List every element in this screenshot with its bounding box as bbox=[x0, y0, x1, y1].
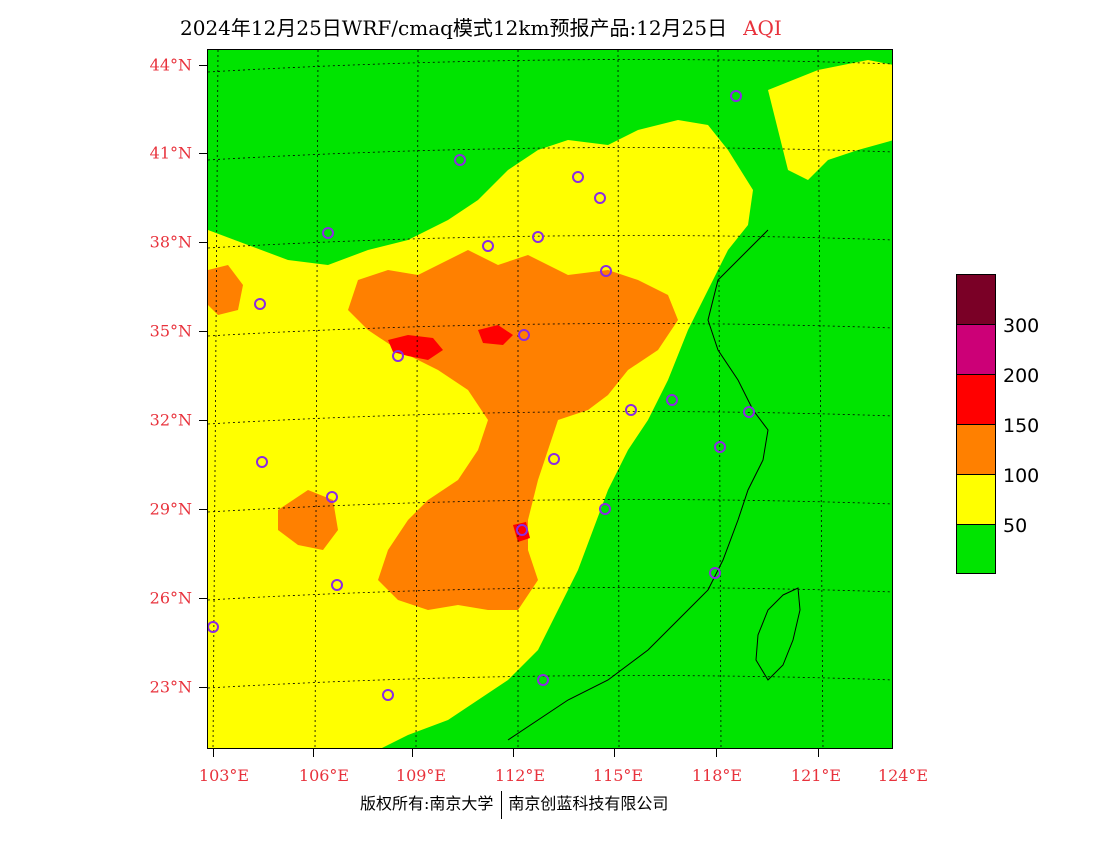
lon-tick bbox=[716, 749, 717, 757]
company-text: 南京创蓝科技有限公司 bbox=[508, 794, 669, 813]
lat-tick bbox=[199, 331, 207, 332]
legend-label: 150 bbox=[1003, 415, 1040, 437]
legend-swatch bbox=[956, 474, 996, 524]
coastline bbox=[507, 229, 769, 741]
usg-region-far-west bbox=[208, 265, 243, 315]
map-title: 2024年12月25日WRF/cmaq模式12km预报产品:12月25日 AQI bbox=[180, 12, 920, 41]
aqi-map-canvas bbox=[208, 50, 892, 748]
legend-swatch bbox=[956, 424, 996, 474]
moderate-region-north bbox=[768, 60, 892, 180]
lat-tick bbox=[199, 420, 207, 421]
lat-tick bbox=[199, 65, 207, 66]
legend-label: 300 bbox=[1003, 315, 1040, 337]
lat-tick bbox=[199, 687, 207, 688]
lon-label: 103°E bbox=[198, 766, 250, 785]
title-text: 2024年12月25日WRF/cmaq模式12km预报产品:12月25日 bbox=[180, 16, 728, 40]
lat-label: 23°N bbox=[149, 677, 192, 697]
taiwan-outline bbox=[755, 587, 801, 681]
footer-separator bbox=[501, 790, 503, 819]
lon-label: 109°E bbox=[395, 766, 447, 785]
lon-tick bbox=[313, 749, 314, 757]
lon-tick bbox=[513, 749, 514, 757]
lat-label: 32°N bbox=[149, 410, 192, 430]
copyright-text: 版权所有:南京大学 bbox=[360, 794, 494, 813]
lat-tick bbox=[199, 509, 207, 510]
lon-label: 115°E bbox=[592, 766, 644, 785]
legend-swatch bbox=[956, 374, 996, 424]
lat-tick bbox=[199, 242, 207, 243]
lon-label: 121°E bbox=[790, 766, 842, 785]
legend-swatch bbox=[956, 324, 996, 374]
lon-tick bbox=[614, 749, 615, 757]
graticule-lon bbox=[212, 50, 824, 748]
lon-tick bbox=[213, 749, 214, 757]
lon-tick bbox=[818, 749, 819, 757]
lat-label: 29°N bbox=[149, 499, 192, 519]
footer: 版权所有:南京大学 南京创蓝科技有限公司 bbox=[360, 790, 668, 819]
lat-tick bbox=[199, 598, 207, 599]
aqi-map bbox=[207, 49, 893, 749]
product-label: AQI bbox=[743, 16, 782, 40]
aqi-legend bbox=[956, 274, 996, 574]
lon-tick bbox=[412, 749, 413, 757]
lat-label: 26°N bbox=[149, 588, 192, 608]
lon-label: 106°E bbox=[298, 766, 350, 785]
legend-label: 100 bbox=[1003, 465, 1040, 487]
lat-label: 35°N bbox=[149, 321, 192, 341]
lat-label: 41°N bbox=[149, 143, 192, 163]
legend-label: 200 bbox=[1003, 365, 1040, 387]
lat-label: 44°N bbox=[149, 55, 192, 75]
legend-swatch bbox=[956, 524, 996, 574]
legend-swatch bbox=[956, 274, 996, 324]
city-markers bbox=[208, 90, 755, 701]
lon-label: 124°E bbox=[877, 766, 929, 785]
usg-region-west bbox=[278, 490, 338, 550]
lon-label: 112°E bbox=[494, 766, 546, 785]
lon-label: 118°E bbox=[691, 766, 743, 785]
lat-label: 38°N bbox=[149, 232, 192, 252]
legend-label: 50 bbox=[1003, 515, 1028, 537]
lat-tick bbox=[199, 153, 207, 154]
unhealthy-patch-2 bbox=[478, 325, 513, 345]
